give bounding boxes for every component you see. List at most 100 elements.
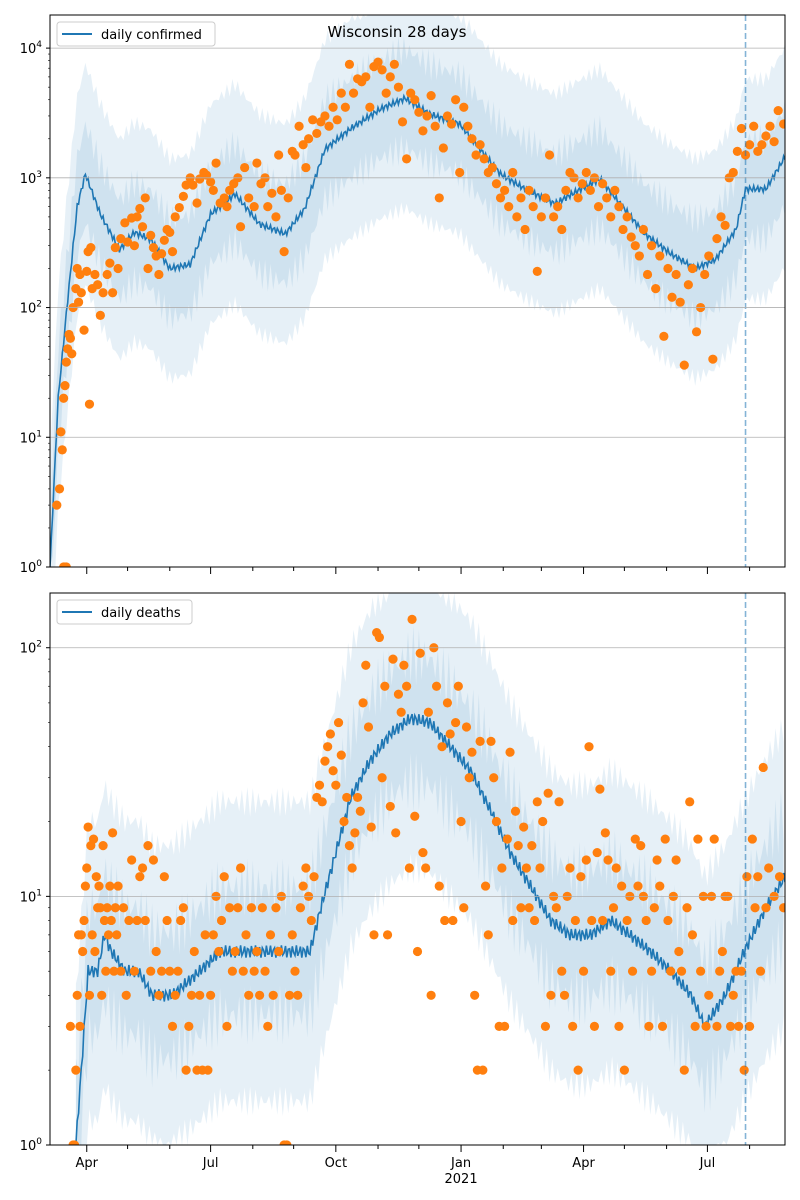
observed-point [314,780,325,790]
observed-point [287,930,297,940]
observed-point [709,834,719,844]
observed-point [219,872,229,882]
observed-point [355,806,365,816]
observed-point [553,202,563,212]
observed-point [86,242,96,253]
observed-point [549,212,559,222]
observed-point [415,648,425,658]
observed-point [716,212,726,222]
observed-point [257,903,267,913]
observed-point [491,179,502,189]
y-tick-label: 100 [20,559,43,576]
observed-point [610,185,620,196]
observed-point [595,784,605,794]
observed-point [679,1065,689,1075]
observed-point [203,1065,213,1075]
observed-point [559,990,570,1000]
observed-point [105,258,115,268]
observed-point [679,360,689,370]
observed-point [157,249,167,259]
observed-point [520,224,530,235]
observed-point [728,167,738,178]
observed-point [294,121,304,131]
observed-point [206,177,216,187]
observed-point [76,288,86,298]
observed-point [502,834,512,844]
observed-point [308,115,318,125]
observed-point [323,742,333,752]
observed-point [112,930,122,940]
observed-point [467,747,477,757]
observed-point [178,191,188,201]
observed-point [704,251,714,261]
observed-point [691,327,702,337]
observed-point [78,946,88,957]
observed-point [532,266,542,276]
observed-point [734,1021,744,1031]
observed-point [638,224,649,235]
y-tick-label: 101 [20,888,42,905]
observed-point [120,218,130,228]
observed-point [521,863,531,873]
observed-point [739,1065,749,1075]
plot-area [65,593,785,1145]
observed-point [544,150,555,160]
observed-point [540,193,551,203]
observed-point [61,562,71,567]
observed-point [135,203,145,214]
observed-point [538,816,548,827]
observed-point [414,107,424,117]
observed-point [769,137,779,147]
observed-point [508,167,518,178]
x-tick-label: Oct [325,1156,347,1171]
observed-point [404,863,414,873]
observed-point [647,241,657,251]
observed-point [238,966,248,976]
y-tick-label: 104 [20,40,43,57]
observed-point [742,872,752,882]
observed-point [480,881,491,891]
observed-point [570,915,580,926]
observed-point [422,111,432,121]
observed-point [761,131,771,141]
observed-point [463,121,473,131]
observed-point [381,88,391,98]
observed-point [118,903,129,913]
observed-point [388,654,398,664]
x-year-label: 2021 [445,1172,478,1187]
observed-point [146,230,156,240]
observed-point [365,102,375,112]
observed-point [336,88,346,98]
observed-point [82,266,92,276]
observed-point [391,828,401,838]
observed-point [246,903,257,913]
observed-point [437,742,447,752]
observed-point [267,188,277,198]
observed-point [745,1021,755,1031]
observed-point [434,193,444,203]
observed-point [214,946,224,957]
observed-point [753,146,763,156]
axes-frame [49,14,786,568]
observed-point [116,234,126,244]
observed-point [290,150,300,160]
observed-point [208,185,218,196]
observed-point [87,930,97,940]
observed-point [456,816,466,827]
observed-point [200,930,210,940]
observed-point [647,966,657,976]
observed-point [283,193,293,203]
observed-point [442,698,453,708]
observed-point [181,1065,191,1075]
y-tick-label: 102 [20,640,42,657]
observed-point [682,903,692,913]
observed-point [249,966,259,976]
observed-point [301,162,311,173]
observed-point [421,863,431,873]
observed-point [312,128,322,139]
observed-point [279,247,289,257]
observed-point [715,966,725,976]
observed-point [181,180,191,190]
legend: daily deaths [56,599,193,625]
